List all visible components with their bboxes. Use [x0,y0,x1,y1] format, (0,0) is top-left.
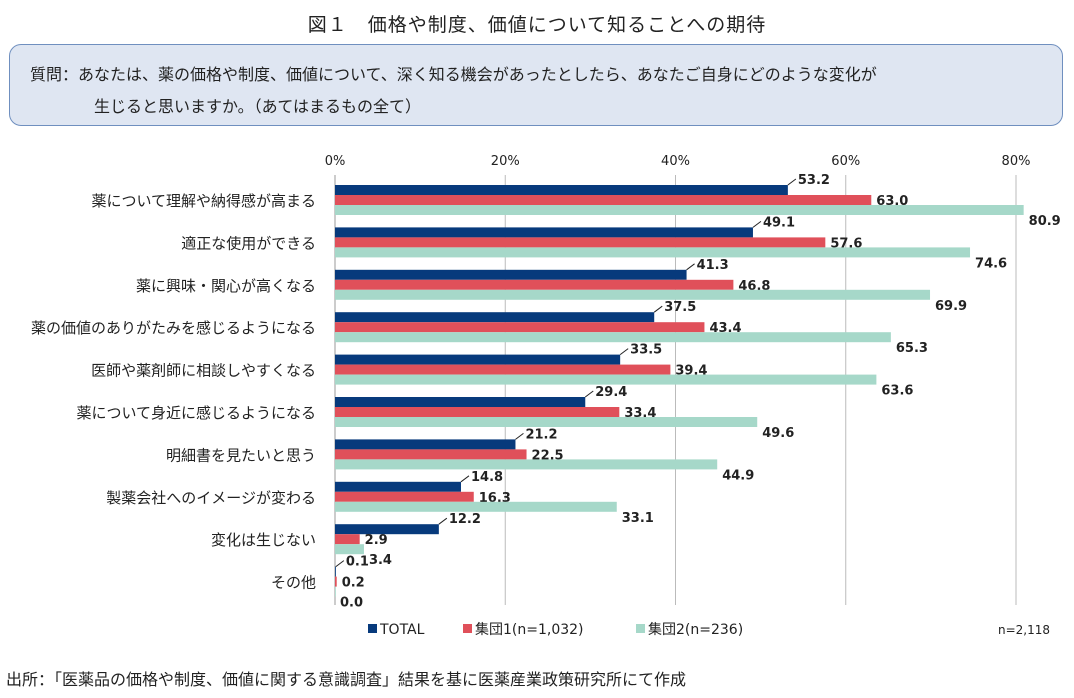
bar-group1 [335,237,826,248]
x-tick-label: 60% [831,154,860,169]
category-label: 適正な使用ができる [181,234,316,252]
leader-line [460,475,470,483]
bar-group1 [335,407,620,417]
bar-group1 [335,364,671,375]
bar-group2 [335,289,931,300]
data-label: 3.4 [369,553,392,568]
leader-line [584,390,594,398]
bar-total [335,185,788,195]
data-label: 2.9 [365,533,388,548]
bar-total [335,354,621,365]
leader-line [787,178,797,186]
category-label: その他 [271,574,316,592]
bar-group1 [335,279,734,290]
category-label: 医師や薬剤師に相談しやすくなる [91,362,316,380]
legend-label: 集団1(n=1,032) [475,621,584,638]
bar-group2 [335,374,877,385]
data-label: 37.5 [664,300,696,315]
x-tick-label: 80% [1002,154,1031,169]
bar-group2 [335,586,336,597]
category-label: 薬の価値のありがたみを感じるようになる [31,319,316,337]
leader-line [619,348,629,356]
data-label: 12.2 [449,512,481,527]
bar-group2 [335,247,971,258]
bar-group2 [335,332,891,343]
bar-total [335,481,461,492]
data-label: 33.1 [622,511,654,526]
legend-label: 集団2(n=236) [648,621,743,638]
x-tick-label: 40% [661,154,690,169]
leader-line [686,263,695,271]
data-label: 44.9 [722,468,754,483]
bar-total [335,439,516,450]
question-line-2: 生じると思いますか。（あてはまるもの全て） [94,97,422,116]
bar-group2 [335,205,1024,215]
bar-group2 [335,459,718,470]
sample-size-note: n=2,118 [998,623,1050,637]
bar-total [335,524,439,535]
bar-total [335,269,687,280]
legend-swatch [368,624,377,633]
leader-line [653,305,663,313]
data-label: 0.0 [340,596,363,611]
data-label: 29.4 [595,385,627,400]
data-label: 80.9 [1029,214,1061,229]
data-label: 63.6 [881,384,913,399]
data-label: 33.5 [630,343,662,358]
question-line-1: 質問：あなたは、薬の価格や制度、価値について、深く知る機会があったとしたら、あな… [30,65,877,84]
bar-group1 [335,491,474,502]
bar-total [335,397,586,407]
data-label: 0.2 [342,576,365,591]
bar-group1 [335,322,705,333]
leader-line [752,220,762,228]
data-label: 49.6 [762,426,794,441]
data-label: 69.9 [935,299,967,314]
category-label: 変化は生じない [211,531,316,549]
data-label: 74.6 [975,256,1007,271]
leader-line [515,432,524,440]
bar-group1 [335,449,527,460]
leader-line [438,517,448,525]
data-label: 0.1 [346,555,369,570]
leader-line [335,560,345,567]
category-label: 薬について身近に感じるようになる [76,404,316,422]
legend-swatch [463,624,472,633]
x-tick-label: 0% [325,154,346,169]
legend-label: TOTAL [379,622,425,638]
legend-swatch [636,624,645,633]
data-label: 65.3 [896,341,928,356]
category-label: 製薬会社へのイメージが変わる [106,489,316,507]
bar-group1 [335,576,337,587]
category-label: 薬について理解や納得感が高まる [91,192,316,210]
figure-title: 図１ 価格や制度、価値について知ることへの期待 [307,14,767,36]
bar-group2 [335,417,758,427]
source-note: 出所：「医薬品の価格や制度、価値に関する意識調査」結果を基に医薬産業政策研究所に… [6,670,687,689]
bar-total [335,227,753,238]
question-box: 質問：あなたは、薬の価格や制度、価値について、深く知る機会があったとしたら、あな… [9,44,1063,126]
x-tick-label: 20% [491,154,520,169]
data-label: 14.8 [471,470,503,485]
category-label: 明細書を見たいと思う [166,446,316,464]
data-label: 53.2 [798,173,830,188]
category-label: 薬に興味・関心が高くなる [136,277,316,295]
data-label: 49.1 [763,215,795,230]
bar-total [335,312,655,323]
bar-group1 [335,534,360,545]
bar-group2 [335,544,364,555]
bar-group2 [335,501,617,512]
bar-total [335,566,336,577]
data-label: 41.3 [697,258,729,273]
data-label: 21.2 [525,427,557,442]
bar-group1 [335,195,872,205]
